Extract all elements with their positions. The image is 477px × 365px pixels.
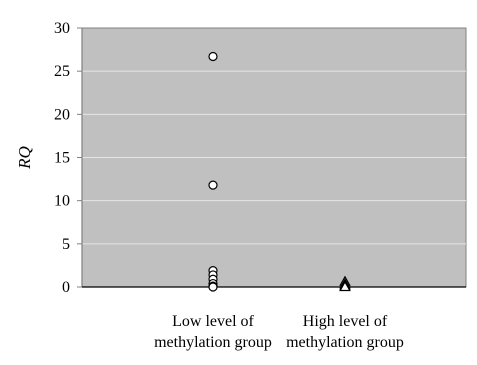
data-point-triangle: [339, 280, 351, 292]
y-tick-label: 20: [54, 106, 70, 123]
data-point-circle: [208, 180, 218, 190]
y-tick-label: 15: [54, 150, 70, 167]
data-points: [208, 51, 351, 292]
y-axis-label: RQ: [15, 146, 34, 170]
x-category-label-line: High level of: [303, 313, 388, 330]
data-point-circle: [208, 282, 218, 292]
x-category-label-line: methylation group: [286, 334, 404, 351]
x-category-label-line: Low level of: [172, 313, 254, 330]
y-tick-label: 10: [54, 193, 70, 210]
y-tick-label: 30: [54, 20, 70, 37]
y-tick-label: 0: [62, 279, 70, 296]
x-category-label-line: methylation group: [154, 334, 272, 351]
x-category-label: High level of methylation group: [286, 313, 404, 351]
data-point-circle: [208, 51, 218, 62]
grid-lines: [82, 70, 466, 245]
x-category-label: Low level of methylation group: [154, 313, 272, 351]
y-tick-label: 25: [54, 63, 70, 80]
y-axis-ticks: 0 5 10 15 20 25 30: [54, 20, 82, 296]
y-tick-label: 5: [62, 236, 70, 253]
